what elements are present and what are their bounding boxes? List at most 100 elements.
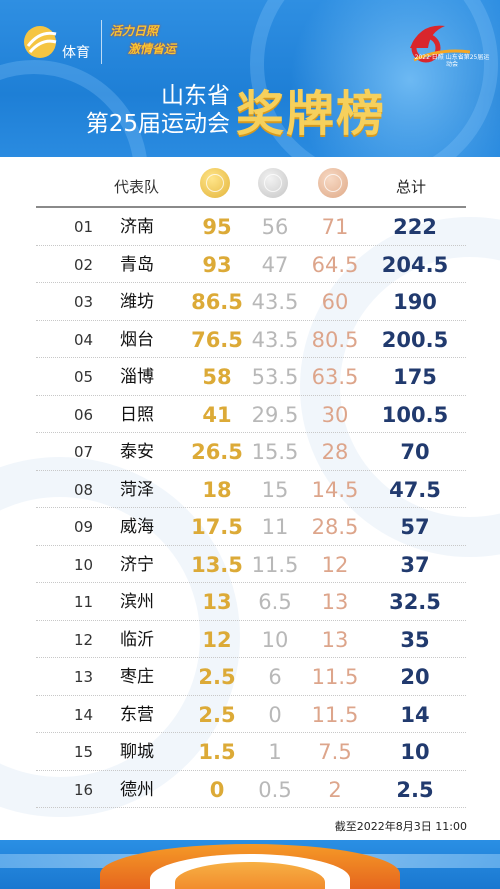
total-count: 57 bbox=[400, 515, 430, 539]
total-count: 35 bbox=[400, 627, 430, 652]
rank-cell: 08 bbox=[74, 480, 94, 499]
team-cell: 泰安 bbox=[120, 442, 154, 462]
team-cell: 菏泽 bbox=[120, 479, 154, 500]
bronze-count: 12 bbox=[321, 552, 349, 577]
column-header-total: 总计 bbox=[396, 178, 427, 196]
gold-count: 86.5 bbox=[191, 290, 243, 314]
bronze-count: 28 bbox=[321, 440, 349, 464]
team-cell: 聊城 bbox=[120, 742, 154, 762]
page-title: 奖牌榜 bbox=[236, 86, 387, 142]
silver-count: 15.5 bbox=[251, 440, 299, 464]
silver-count: 0 bbox=[268, 702, 282, 727]
gold-count: 93 bbox=[202, 252, 232, 277]
bronze-count: 28.5 bbox=[311, 515, 359, 539]
total-count: 222 bbox=[393, 215, 437, 239]
cutoff-time: 截至2022年8月3日 11:00 bbox=[334, 820, 467, 833]
team-cell: 威海 bbox=[120, 517, 154, 537]
gold-count: 2.5 bbox=[198, 702, 236, 727]
table-row: 04 烟台 76.5 43.5 80.5 200.5 bbox=[36, 321, 466, 358]
gold-count: 58 bbox=[202, 365, 232, 389]
games-logo-icon bbox=[410, 25, 471, 63]
total-count: 204.5 bbox=[381, 252, 449, 277]
gold-count: 41 bbox=[202, 402, 232, 427]
header-divider bbox=[36, 206, 466, 208]
bronze-count: 30 bbox=[321, 402, 349, 427]
rank-cell: 03 bbox=[74, 293, 94, 311]
silver-count: 53.5 bbox=[251, 365, 299, 389]
bronze-count: 11.5 bbox=[311, 665, 359, 689]
table-row: 06 日照 41 29.5 30 100.5 bbox=[36, 396, 466, 433]
title-line-1: 山东省 bbox=[161, 83, 230, 109]
header-banner: 体育 活力日照 激情省运 2022·日照 山东省第25届运动会 山东省 第25届… bbox=[0, 0, 500, 157]
silver-count: 6.5 bbox=[258, 590, 292, 614]
bronze-count: 60 bbox=[321, 290, 349, 314]
table-row: 15 聊城 1.5 1 7.5 10 bbox=[36, 733, 466, 771]
gold-count: 17.5 bbox=[191, 515, 243, 539]
rank-cell: 09 bbox=[74, 518, 94, 536]
silver-count: 10 bbox=[261, 627, 289, 652]
table-row: 11 滨州 13 6.5 13 32.5 bbox=[36, 583, 466, 621]
team-cell: 日照 bbox=[120, 404, 154, 425]
total-count: 37 bbox=[400, 552, 430, 577]
gold-count: 12 bbox=[202, 627, 232, 652]
gold-count: 0 bbox=[209, 777, 225, 802]
gold-count: 18 bbox=[202, 477, 232, 502]
bronze-count: 13 bbox=[321, 590, 349, 614]
medal-table: 01 济南 95 56 71 222 02 青岛 93 47 64.5 204.5 03 潍坊 86.5 43… bbox=[36, 208, 466, 808]
bronze-count: 63.5 bbox=[311, 365, 359, 389]
gold-count: 26.5 bbox=[191, 440, 243, 464]
silver-count: 47 bbox=[261, 252, 289, 277]
table-row: 09 威海 17.5 11 28.5 57 bbox=[36, 508, 466, 546]
sports-logo-icon bbox=[24, 26, 57, 58]
rank-cell: 14 bbox=[74, 705, 94, 724]
team-cell: 济宁 bbox=[120, 554, 154, 575]
silver-count: 11 bbox=[261, 515, 289, 539]
silver-count: 15 bbox=[261, 477, 289, 502]
total-count: 20 bbox=[400, 665, 430, 689]
silver-count: 11.5 bbox=[251, 552, 299, 577]
footer-flame bbox=[175, 862, 325, 889]
column-header-team: 代表队 bbox=[114, 178, 160, 196]
rank-cell: 02 bbox=[74, 255, 94, 274]
total-count: 47.5 bbox=[389, 477, 441, 502]
rank-cell: 12 bbox=[74, 630, 94, 649]
rank-cell: 15 bbox=[74, 743, 94, 761]
rank-cell: 01 bbox=[74, 218, 94, 236]
team-cell: 临沂 bbox=[120, 629, 154, 650]
team-cell: 济南 bbox=[120, 217, 154, 237]
silver-count: 1 bbox=[268, 740, 282, 764]
rank-cell: 07 bbox=[74, 443, 94, 461]
title-line-2: 第25届运动会 bbox=[85, 111, 230, 137]
rank-cell: 05 bbox=[74, 368, 94, 386]
team-cell: 淄博 bbox=[120, 367, 154, 387]
rank-cell: 13 bbox=[74, 668, 94, 686]
bronze-count: 2 bbox=[328, 777, 342, 802]
silver-count: 0.5 bbox=[258, 777, 292, 802]
table-row: 13 枣庄 2.5 6 11.5 20 bbox=[36, 658, 466, 696]
gold-count: 13 bbox=[202, 590, 232, 614]
table-row: 01 济南 95 56 71 222 bbox=[36, 208, 466, 246]
table-row: 08 菏泽 18 15 14.5 47.5 bbox=[36, 471, 466, 508]
total-count: 70 bbox=[400, 440, 430, 464]
gold-count: 13.5 bbox=[191, 552, 243, 577]
rank-cell: 11 bbox=[74, 593, 94, 611]
table-background bbox=[0, 157, 500, 840]
slogan: 活力日照 激情省运 bbox=[110, 22, 222, 58]
bronze-count: 14.5 bbox=[311, 477, 359, 502]
slogan-line-1: 活力日照 bbox=[110, 24, 159, 38]
team-cell: 潍坊 bbox=[120, 292, 154, 312]
table-header: 代表队 总计 bbox=[36, 164, 466, 204]
bronze-medal-icon bbox=[318, 168, 348, 198]
table-row: 16 德州 0 0.5 2 2.5 bbox=[36, 771, 466, 808]
team-cell: 滨州 bbox=[120, 592, 154, 612]
gold-count: 95 bbox=[202, 215, 232, 239]
table-row: 03 潍坊 86.5 43.5 60 190 bbox=[36, 283, 466, 321]
total-count: 190 bbox=[393, 290, 437, 314]
team-cell: 枣庄 bbox=[120, 667, 154, 687]
bronze-count: 80.5 bbox=[311, 327, 359, 352]
table-row: 12 临沂 12 10 13 35 bbox=[36, 621, 466, 658]
title-block: 山东省 第25届运动会 bbox=[80, 82, 230, 138]
bronze-count: 7.5 bbox=[318, 740, 352, 764]
gold-medal-icon bbox=[200, 168, 230, 198]
total-count: 100.5 bbox=[381, 402, 449, 427]
